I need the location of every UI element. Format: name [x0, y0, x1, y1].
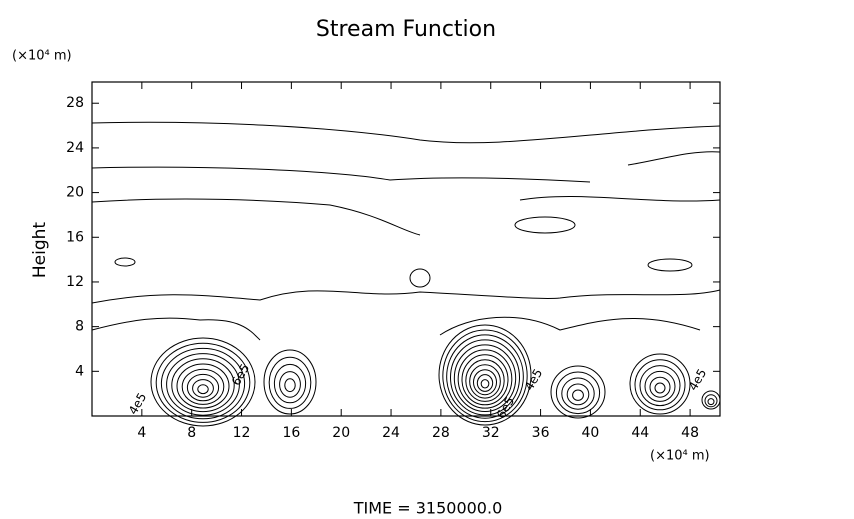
contour-line: [446, 334, 524, 419]
x-tick-label: 8: [187, 425, 196, 441]
contour-line: [461, 354, 509, 406]
y-tick-label: 4: [75, 363, 84, 379]
x-tick-label: 28: [432, 425, 450, 441]
contour-line: [634, 359, 686, 411]
y-tick-label: 8: [75, 319, 84, 335]
x-tick-label: 48: [681, 425, 699, 441]
y-tick-label: 12: [66, 274, 84, 290]
contour-label: 4e5: [686, 366, 709, 393]
contour-line: [649, 376, 671, 398]
contour-line: [453, 344, 517, 413]
y-axis-label: Height: [30, 222, 50, 279]
contour-line: [644, 370, 676, 402]
contour-line: [176, 363, 230, 409]
x-tick-label: 44: [631, 425, 649, 441]
contours: [91, 121, 721, 341]
contour-line: [192, 379, 214, 398]
contour-line: [639, 365, 681, 407]
contour-line: [654, 382, 666, 394]
contour-line: [629, 353, 691, 415]
x-tick-label: 16: [282, 425, 300, 441]
contour-line: [476, 374, 494, 392]
contour-line: [181, 368, 225, 405]
x-tick-label: 4: [137, 425, 146, 441]
contour-line: [273, 363, 307, 404]
contour-line: [160, 347, 246, 420]
contour-line: [561, 377, 595, 410]
contour-line: [197, 384, 209, 395]
contour-line: [550, 365, 606, 419]
contour-line: [465, 359, 505, 402]
x-tick-label: 24: [382, 425, 400, 441]
contour-line: [469, 364, 501, 399]
x-tick-label: 40: [581, 425, 599, 441]
y-tick-label: 28: [66, 95, 84, 111]
x-tick-label: 20: [332, 425, 350, 441]
vortices: [150, 324, 721, 427]
contour-line: [442, 329, 528, 423]
contour-line: [171, 358, 235, 413]
contour-label: 4e5: [522, 366, 545, 393]
contour-line: [707, 398, 715, 406]
contour-line: [166, 353, 240, 416]
y-tick-label: 20: [66, 185, 84, 201]
contour-line: [555, 371, 601, 415]
contour-line: [155, 342, 251, 423]
contour-line: [438, 324, 532, 426]
chart-title: Stream Function: [316, 17, 496, 42]
contour-line: [284, 378, 296, 393]
contour-line: [701, 390, 721, 410]
contour-line: [450, 339, 520, 416]
contour-line: [473, 369, 497, 396]
y-unit: (×10⁴ m): [12, 49, 72, 64]
contour-line: [150, 337, 256, 427]
contour-line: [704, 394, 718, 408]
footer: TIME = 3150000.0: [353, 499, 503, 518]
contour-line: [186, 373, 220, 402]
contour-line: [572, 389, 584, 401]
contour-line: [279, 371, 301, 398]
contour-line: [268, 356, 312, 409]
contour-line: [263, 349, 317, 415]
x-tick-label: 32: [482, 425, 500, 441]
x-tick-label: 12: [233, 425, 251, 441]
contour-line: [457, 349, 513, 409]
plot-frame: [91, 81, 721, 417]
x-tick-label: 36: [532, 425, 550, 441]
contour-line: [566, 383, 590, 406]
y-tick-label: 16: [66, 229, 84, 245]
y-tick-label: 24: [66, 140, 84, 156]
contour-label: 4e5: [126, 390, 149, 417]
x-unit: (×10⁴ m): [650, 449, 710, 464]
contour-line: [480, 379, 490, 389]
